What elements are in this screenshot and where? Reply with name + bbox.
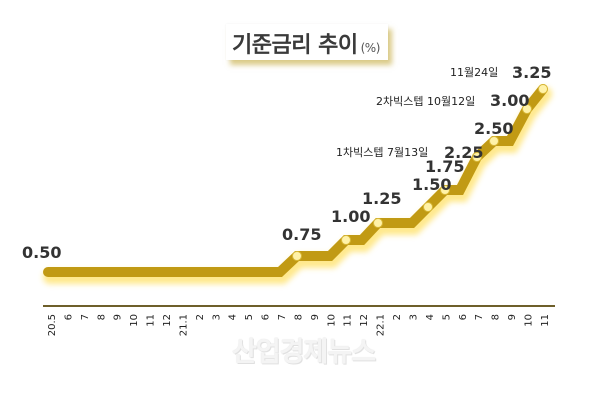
x-tick-label: 11 — [146, 314, 157, 327]
data-point — [489, 136, 499, 146]
x-tick-label: 6 — [63, 314, 74, 320]
x-tick-label: 4 — [228, 314, 239, 320]
x-tick-label: 8 — [491, 314, 502, 320]
x-tick-label: 2 — [392, 314, 403, 320]
annotation-label: 1차빅스텝 7월13일 — [336, 145, 428, 159]
data-point — [373, 218, 383, 228]
value-label: 2.50 — [474, 119, 513, 138]
x-tick-label: 4 — [425, 314, 436, 320]
x-tick-label: 2 — [195, 314, 206, 320]
value-label: 3.00 — [490, 91, 529, 110]
x-axis: 20.5 6 7 8 9 10 11 12 21.1 2 3 4 5 6 7 8 9 10 11 12 22.1 2 3 4 5… — [43, 305, 555, 336]
x-tick-label: 3 — [211, 314, 222, 320]
x-tick-label: 22.1 — [376, 314, 387, 336]
rate-line — [43, 84, 548, 277]
line-glow — [43, 87, 552, 284]
rate-line-path — [43, 84, 548, 277]
value-labels: 0.50 0.75 1.001.25 1.501.752.25 2.50 3.00 3.25 — [22, 63, 551, 262]
data-point — [522, 104, 532, 114]
data-point — [472, 152, 482, 162]
annotation-label: 2차빅스텝 10월12일 — [376, 94, 475, 108]
chart-title-unit: (%) — [360, 41, 381, 55]
x-tick-label: 9 — [310, 314, 321, 320]
line-glow-path — [43, 87, 552, 284]
x-tick-label: 7 — [474, 314, 485, 320]
rate-points — [292, 84, 548, 261]
value-label: 3.25 — [512, 63, 551, 82]
value-label: 1.50 — [412, 175, 451, 194]
x-tick-label: 11 — [343, 314, 354, 327]
value-label: 1.00 — [331, 207, 370, 226]
x-tick-label: 20.5 — [47, 314, 58, 336]
value-label: 1.75 — [425, 157, 464, 176]
data-point — [423, 202, 433, 212]
value-label: 2.25 — [444, 143, 483, 162]
x-tick-label: 8 — [293, 314, 304, 320]
x-tick-label: 5 — [244, 314, 255, 320]
x-tick-label: 10 — [523, 314, 534, 327]
data-point — [341, 235, 351, 245]
x-tick-label: 6 — [458, 314, 469, 320]
chart-title: 기준금리 추이 (%) — [232, 27, 380, 59]
x-tick-label: 6 — [261, 314, 272, 320]
x-tick-label: 10 — [129, 314, 140, 327]
x-tick-label: 10 — [326, 314, 337, 327]
watermark: 산업경제뉴스 — [232, 337, 376, 368]
annotation-label: 11월24일 — [450, 65, 498, 79]
data-point — [292, 251, 302, 261]
value-label: 1.25 — [362, 189, 401, 208]
x-tick-label: 7 — [80, 314, 91, 320]
annotations: 11월24일 2차빅스텝 10월12일 1차빅스텝 7월13일 — [336, 65, 498, 159]
x-tick-label: 8 — [96, 314, 107, 320]
data-point — [538, 84, 548, 94]
x-tick-label: 12 — [162, 314, 173, 327]
x-tick-label: 11 — [540, 314, 551, 327]
x-tick-label: 12 — [359, 314, 370, 327]
data-point — [440, 185, 450, 195]
value-label: 0.50 — [22, 243, 61, 262]
x-tick-label: 5 — [441, 314, 452, 320]
x-tick-label: 21.1 — [178, 314, 189, 336]
chart-title-main: 기준금리 추이 — [232, 33, 358, 58]
title-box — [226, 24, 388, 60]
x-tick-label: 9 — [113, 314, 124, 320]
value-label: 0.75 — [282, 225, 321, 244]
x-tick-label: 3 — [408, 314, 419, 320]
x-tick-label: 7 — [277, 314, 288, 320]
x-tick-label: 9 — [507, 314, 518, 320]
